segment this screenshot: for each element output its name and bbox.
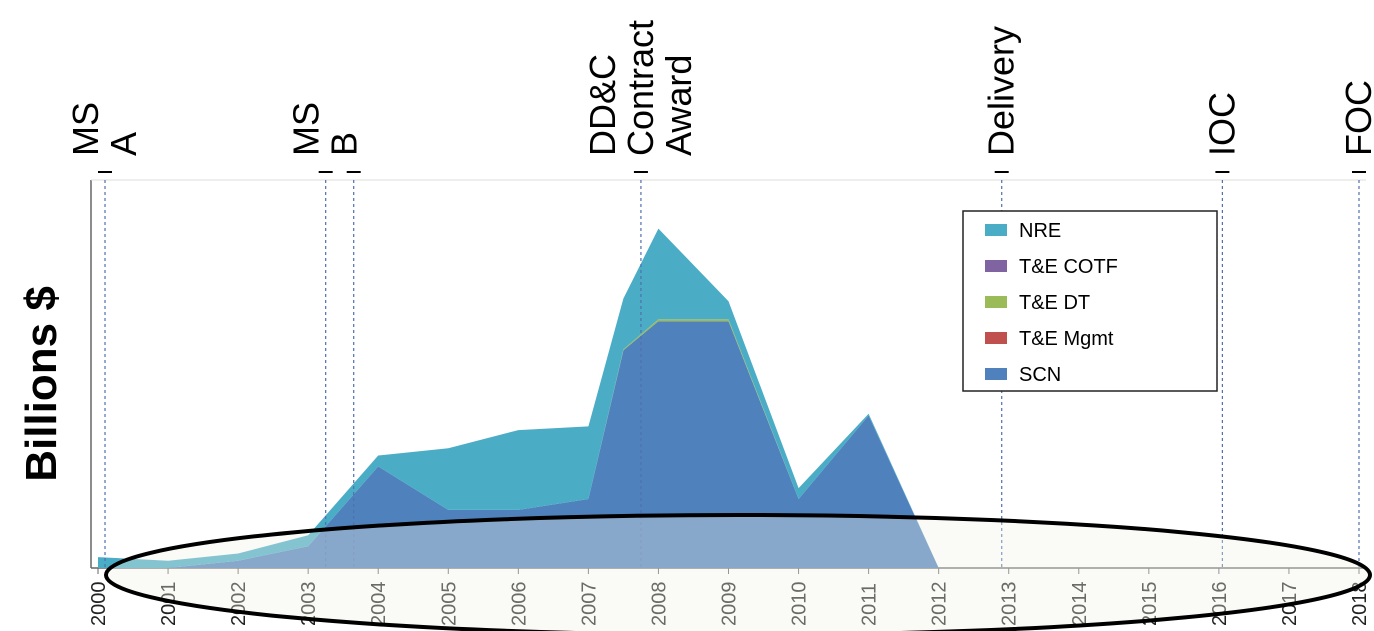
milestone-label: MS <box>65 102 106 156</box>
milestone-label: B <box>324 132 365 156</box>
chart-areas <box>98 228 1359 568</box>
chart-legend: NRE T&E COTF T&E DT T&E Mgmt SCN <box>962 210 1218 392</box>
x-tick-label: 2010 <box>789 582 811 627</box>
x-tick-label: 2008 <box>648 582 670 627</box>
x-tick-label: 2011 <box>859 583 881 626</box>
legend-swatch <box>985 260 1007 272</box>
legend-label: T&E DT <box>1019 292 1090 314</box>
milestone-label: Award <box>658 55 699 156</box>
x-tick-label: 2013 <box>999 582 1021 627</box>
y-axis-label: Billions $ <box>17 286 66 482</box>
milestone-label: MS <box>286 102 327 156</box>
chart-ylabel-group: Billions $ <box>17 286 66 482</box>
milestone-label: FOC <box>1338 80 1374 156</box>
x-tick-label: 2018 <box>1349 582 1371 627</box>
x-tick-label: 2002 <box>228 582 250 627</box>
legend-label: T&E Mgmt <box>1019 328 1114 350</box>
x-tick-label: 2014 <box>1069 582 1091 627</box>
x-tick-label: 2001 <box>158 582 180 627</box>
x-tick-label: 2009 <box>719 582 741 627</box>
area-series-nre <box>98 228 1359 568</box>
milestone-label: Delivery <box>981 26 1022 156</box>
legend-swatch <box>985 332 1007 344</box>
milestone-label: IOC <box>1201 92 1242 156</box>
highlight-ellipse <box>104 513 1372 631</box>
legend-label: SCN <box>1019 364 1061 386</box>
legend-label: NRE <box>1019 220 1061 242</box>
legend-label: T&E COTF <box>1019 256 1118 278</box>
milestone-label: DD&C <box>582 54 623 156</box>
x-tick-label: 2012 <box>929 582 951 627</box>
milestone-label: A <box>103 132 144 156</box>
x-tick-label: 2000 <box>88 582 110 627</box>
milestone-label: Contract <box>620 20 661 156</box>
x-tick-label: 2006 <box>508 582 530 627</box>
legend-swatch <box>985 224 1007 236</box>
x-tick-label: 2005 <box>438 582 460 627</box>
legend-swatch <box>985 368 1007 380</box>
x-tick-label: 2003 <box>298 582 320 627</box>
x-tick-label: 2007 <box>578 582 600 627</box>
legend-swatch <box>985 296 1007 308</box>
x-tick-label: 2015 <box>1139 582 1161 627</box>
chart-ticks: 2000 2001 2002 2003 2004 2005 2006 2007 2008 2009… <box>88 568 1371 626</box>
x-tick-label: 2004 <box>368 582 390 627</box>
chart-annotation <box>104 513 1372 631</box>
area-series-scn <box>98 321 1359 568</box>
